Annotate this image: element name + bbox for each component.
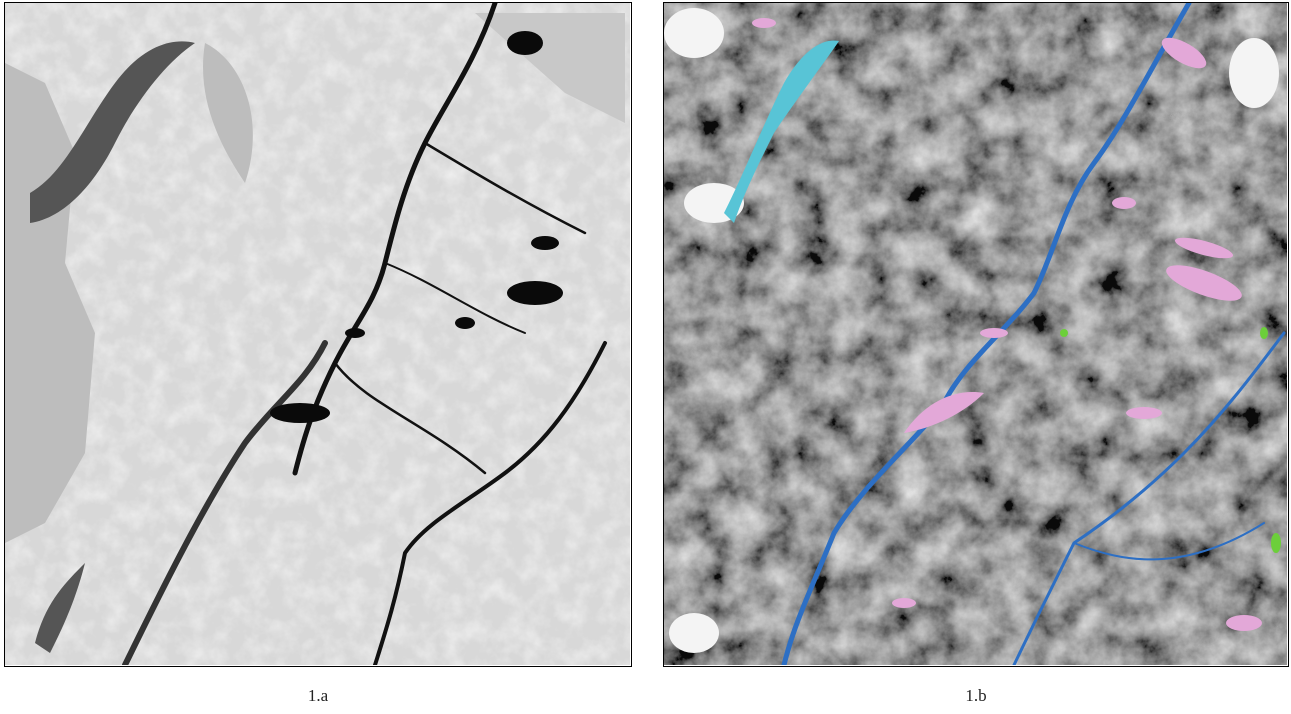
panel-b-image (663, 2, 1289, 667)
texture (5, 3, 630, 665)
patch (1271, 533, 1281, 553)
image-b (664, 3, 1287, 665)
patch (892, 598, 916, 608)
image-a (5, 3, 630, 665)
cloud (669, 613, 719, 653)
page: {"panels": [{"caption": "1.a"}, {"captio… (0, 0, 1291, 714)
patch (507, 31, 543, 55)
patch (531, 236, 559, 250)
patch (1260, 327, 1268, 339)
panel-a-image (4, 2, 632, 667)
patch (752, 18, 776, 28)
patch (980, 328, 1008, 338)
cloud (1229, 38, 1279, 108)
texture (664, 3, 1287, 665)
patch (1060, 329, 1068, 337)
patch (345, 328, 365, 338)
cloud (664, 8, 724, 58)
patch (1126, 407, 1162, 419)
patch (1112, 197, 1136, 209)
patch (507, 281, 563, 305)
patch (1226, 615, 1262, 631)
patch (270, 403, 330, 423)
patch (455, 317, 475, 329)
caption: 1.b (916, 686, 1036, 706)
caption: 1.a (258, 686, 378, 706)
